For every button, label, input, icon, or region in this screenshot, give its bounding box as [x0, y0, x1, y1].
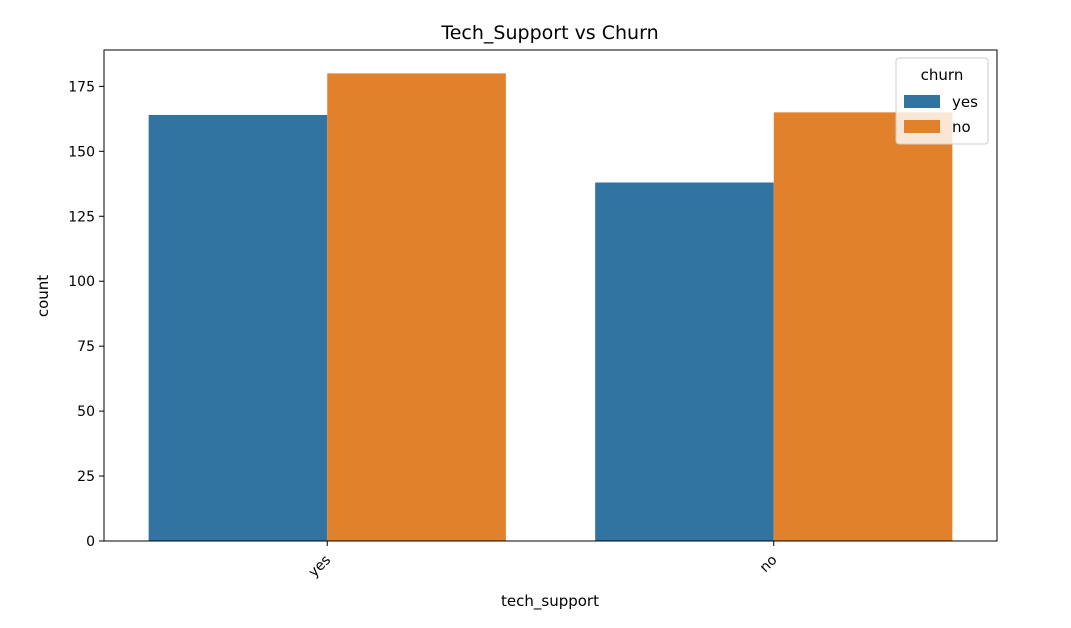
chart-title: Tech_Support vs Churn — [440, 22, 658, 44]
bar-no-yes — [595, 182, 774, 541]
legend: churn yes no — [895, 57, 989, 145]
x-tick-label: no — [757, 552, 781, 576]
y-tick-label: 150 — [68, 144, 95, 160]
y-tick-label: 175 — [68, 79, 95, 95]
y-tick-label: 125 — [68, 209, 95, 225]
legend-swatch-no — [904, 120, 940, 133]
legend-label-no: no — [952, 118, 971, 136]
legend-title: churn — [921, 66, 964, 84]
y-axis-title: count — [34, 275, 52, 317]
plot-frame — [103, 49, 998, 542]
bar-yes-yes — [148, 114, 328, 542]
x-tick-label: yes — [306, 552, 334, 580]
x-axis-title: tech_support — [501, 592, 599, 611]
y-tick-label: 75 — [77, 339, 95, 355]
y-tick-label: 25 — [77, 469, 95, 485]
plot-area: 0 25 50 75 100 125 150 175 yes no — [68, 73, 953, 581]
legend-swatch-yes — [904, 95, 940, 108]
y-tick-label: 50 — [77, 404, 95, 420]
bar-yes-no — [327, 73, 506, 541]
bar-no-no — [773, 112, 953, 541]
y-tick-label: 0 — [86, 534, 95, 550]
legend-label-yes: yes — [952, 93, 978, 111]
y-tick-label: 100 — [68, 274, 95, 290]
